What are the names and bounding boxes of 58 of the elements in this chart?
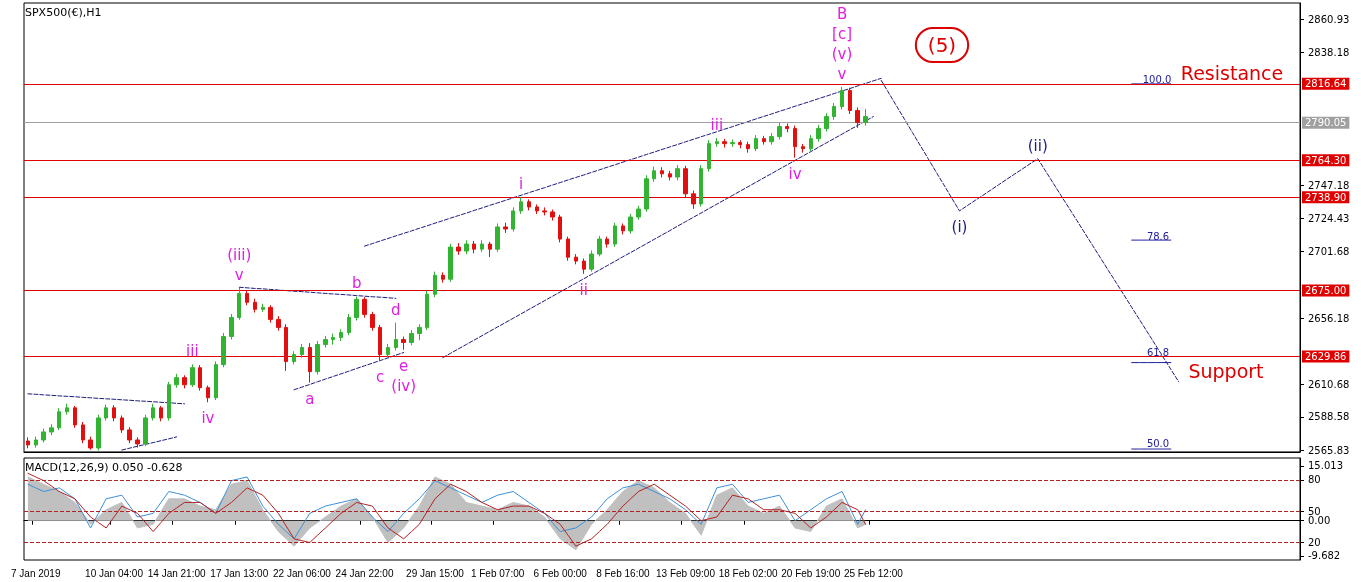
text: iii: [186, 342, 199, 361]
x-tick-label: 24 Jan 22:00: [335, 567, 394, 579]
annotation: 50.0: [1146, 437, 1170, 449]
text: iii: [710, 116, 724, 135]
text: b: [351, 274, 362, 293]
text: a: [305, 389, 315, 408]
text: c: [376, 367, 385, 386]
ref-line-label: 2738.90: [1305, 191, 1347, 203]
text: i: [519, 175, 524, 194]
y-tick-label: 2838.18: [1308, 46, 1350, 58]
ref-line-label: 2790.05: [1305, 117, 1347, 129]
y-tick-label: 2747.18: [1308, 179, 1350, 191]
annotation: (5): [927, 33, 957, 57]
x-tick-label: 10 Jan 04:00: [85, 567, 144, 579]
text: d: [391, 300, 401, 319]
text: (iii) v: [227, 245, 252, 284]
y-tick-label: 0.00: [1308, 515, 1331, 527]
x-tick-label: 18 Feb 02:00: [718, 567, 779, 579]
x-tick-label: 14 Jan 21:00: [147, 567, 206, 579]
y2-tick-label: 50: [1308, 505, 1321, 517]
ref-line-label: 2816.64: [1305, 78, 1347, 90]
y-tick-label: 2610.68: [1308, 379, 1350, 391]
chart-title: SPX500(€),H1: [25, 6, 102, 19]
x-tick-label: 6 Feb 00:00: [533, 567, 588, 579]
y2-tick-label: 20: [1308, 536, 1321, 548]
x-tick-label: 22 Jan 06:00: [272, 567, 332, 579]
y-tick-label: 2860.93: [1308, 13, 1350, 25]
x-tick-label: 8 Feb 16:00: [596, 567, 650, 579]
x-tick-label: 25 Feb 12:00: [843, 567, 904, 579]
y-tick-label: 2701.68: [1308, 246, 1350, 258]
annotation: 78.6: [1146, 230, 1170, 242]
ref-line-label: 2629.86: [1305, 351, 1347, 363]
annotation: Support: [1188, 360, 1264, 382]
data-label: (i): [951, 217, 968, 236]
y-tick-label: 2724.43: [1308, 212, 1350, 224]
y-tick-label: -9.682: [1308, 550, 1341, 562]
chart-title: MACD(12,26,9) 0.050 -0.628: [25, 461, 183, 474]
x-tick-label: 13 Feb 09:00: [656, 567, 716, 579]
ref-line-label: 2764.30: [1305, 154, 1347, 166]
x-tick-label: 17 Jan 13:00: [210, 567, 269, 579]
annotation: 100.0: [1142, 73, 1172, 85]
y-tick-label: 2656.18: [1308, 312, 1350, 324]
text: iv: [201, 409, 215, 428]
annotation: Resistance: [1180, 62, 1284, 84]
y-tick-label: 2565.83: [1308, 444, 1350, 456]
x-tick-label: 1 Feb 07:00: [470, 567, 525, 579]
annotation: 61.8: [1146, 346, 1170, 358]
x-tick-label: 29 Jan 15:00: [406, 567, 465, 579]
x-tick-label: 7 Jan 2019: [10, 567, 61, 579]
text: B [c] (v) v: [831, 4, 853, 83]
x-tick-label: 20 Feb 19:00: [781, 567, 841, 579]
text: e (iv): [391, 356, 417, 395]
y-tick-label: 15.013: [1308, 460, 1343, 472]
y2-tick-label: 80: [1308, 474, 1321, 486]
ref-line-label: 2675.00: [1305, 285, 1347, 297]
y-tick-label: 2588.58: [1308, 411, 1350, 423]
text: iv: [788, 164, 802, 183]
data-label: (ii): [1027, 136, 1048, 155]
